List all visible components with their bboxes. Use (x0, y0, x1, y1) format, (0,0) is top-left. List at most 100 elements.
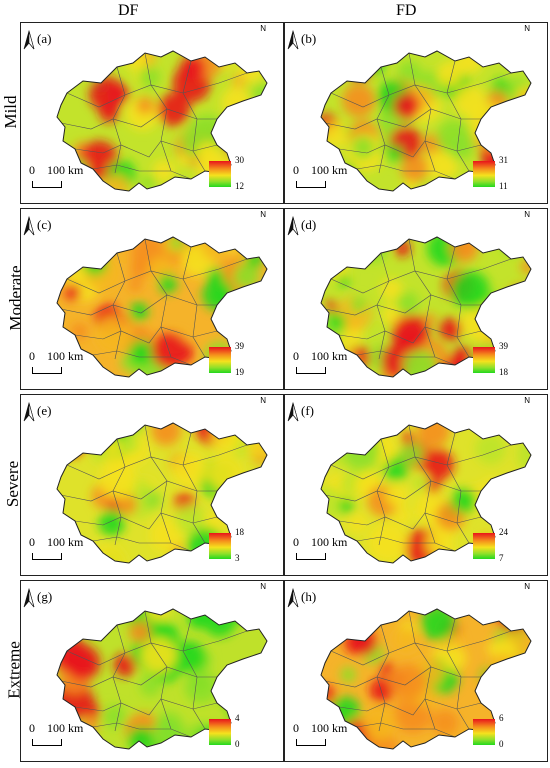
color-legend: 24 7 (473, 527, 535, 565)
legend-max: 31 (499, 155, 508, 165)
scale-distance: 100 km (311, 721, 348, 735)
legend-color-bar (209, 533, 231, 559)
heat-map (320, 236, 532, 378)
scale-bar: 0 100 km (29, 163, 129, 191)
scale-bar: 0 100 km (293, 535, 393, 563)
scale-bar: 0 100 km (293, 721, 393, 749)
color-legend: 18 3 (209, 527, 271, 565)
legend-min: 7 (499, 553, 504, 563)
scale-line (296, 739, 326, 746)
legend-min: 3 (235, 553, 240, 563)
north-arrow-icon (23, 587, 35, 608)
legend-color-bar (209, 719, 231, 745)
north-arrow-icon (287, 29, 299, 50)
scale-zero: 0 (29, 349, 35, 363)
scale-bar: 0 100 km (293, 349, 393, 377)
color-legend: 39 19 (209, 341, 271, 379)
north-arrow-icon (23, 215, 35, 236)
legend-min: 11 (499, 181, 508, 191)
legend-color-bar (473, 347, 495, 373)
legend-color-bar (209, 161, 231, 187)
scale-bar: 0 100 km (293, 163, 393, 191)
panel-label: (e) (37, 403, 52, 418)
map-panel-a: (a) N 30 12 0 100 km (20, 22, 284, 204)
scale-line (296, 181, 326, 188)
legend-max: 30 (235, 155, 244, 165)
legend-max: 39 (235, 341, 244, 351)
color-legend: 30 12 (209, 155, 271, 193)
legend-min: 19 (235, 367, 244, 377)
legend-max: 4 (235, 713, 240, 723)
panel-label: (f) (301, 403, 314, 418)
legend-min: 18 (499, 367, 508, 377)
north-label: N (524, 210, 530, 219)
north-label: N (260, 210, 266, 219)
row-header-mild: Mild (0, 95, 20, 129)
legend-min: 12 (235, 181, 244, 191)
legend-color-bar (209, 347, 231, 373)
legend-max: 39 (499, 341, 508, 351)
color-legend: 31 11 (473, 155, 535, 193)
row-header-extreme: Extreme (4, 641, 24, 699)
north-arrow-icon (287, 587, 299, 608)
panel-label: (d) (301, 217, 317, 232)
north-arrow-icon (23, 29, 35, 50)
legend-max: 18 (235, 527, 244, 537)
scale-line (32, 367, 62, 374)
scale-zero: 0 (29, 163, 35, 177)
north-label: N (260, 24, 266, 33)
heat-map (320, 422, 532, 564)
panel-label: (h) (301, 589, 317, 604)
heat-map (56, 608, 268, 750)
north-arrow-icon (287, 401, 299, 422)
legend-min: 0 (499, 739, 504, 749)
north-label: N (260, 582, 266, 591)
legend-color-bar (473, 533, 495, 559)
scale-bar: 0 100 km (29, 349, 129, 377)
north-arrow-icon (287, 215, 299, 236)
legend-color-bar (473, 161, 495, 187)
panel-label: (g) (37, 589, 53, 604)
heat-map (56, 50, 268, 192)
map-panel-h: (h) N 6 0 0 100 km (284, 580, 548, 762)
map-panel-f: (f) N 24 7 0 100 km (284, 394, 548, 576)
scale-line (32, 181, 62, 188)
panel-label: (c) (37, 217, 52, 232)
north-arrow-icon (23, 401, 35, 422)
row-header-moderate: Moderate (5, 265, 25, 331)
scale-line (32, 739, 62, 746)
panel-label: (a) (37, 31, 52, 46)
legend-color-bar (473, 719, 495, 745)
legend-max: 24 (499, 527, 508, 537)
north-label: N (260, 396, 266, 405)
map-panel-g: (g) N 4 0 0 100 km (20, 580, 284, 762)
map-panel-b: (b) N 31 11 0 100 km (284, 22, 548, 204)
scale-zero: 0 (29, 535, 35, 549)
scale-zero: 0 (29, 721, 35, 735)
legend-min: 0 (235, 739, 240, 749)
scale-distance: 100 km (311, 349, 348, 363)
column-header-fd: FD (396, 2, 417, 19)
scale-zero: 0 (293, 349, 299, 363)
scale-distance: 100 km (47, 163, 84, 177)
map-panel-e: (e) N 18 3 0 100 km (20, 394, 284, 576)
scale-distance: 100 km (47, 349, 84, 363)
north-label: N (524, 582, 530, 591)
legend-max: 6 (499, 713, 504, 723)
scale-distance: 100 km (311, 535, 348, 549)
column-header-df: DF (118, 2, 139, 19)
heat-map (56, 236, 268, 378)
map-panel-d: (d) N 39 18 0 100 km (284, 208, 548, 390)
color-legend: 39 18 (473, 341, 535, 379)
scale-zero: 0 (293, 535, 299, 549)
map-panel-c: (c) N 39 19 0 100 km (20, 208, 284, 390)
scale-line (296, 553, 326, 560)
scale-bar: 0 100 km (29, 721, 129, 749)
row-header-severe: Severe (2, 460, 22, 508)
north-label: N (524, 396, 530, 405)
north-label: N (524, 24, 530, 33)
scale-zero: 0 (293, 721, 299, 735)
scale-distance: 100 km (47, 721, 84, 735)
